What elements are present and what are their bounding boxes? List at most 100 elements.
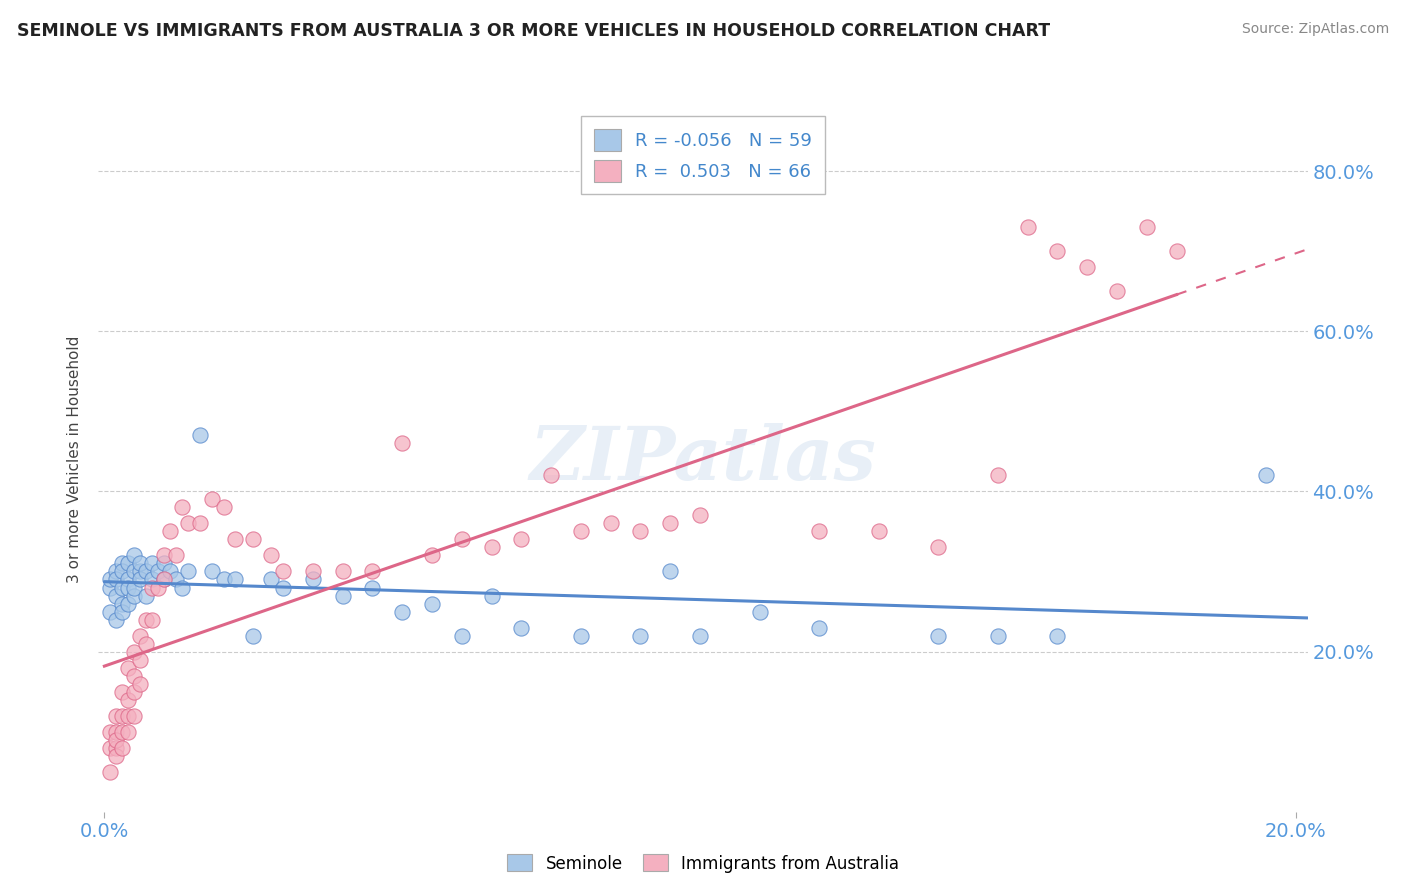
Point bbox=[332, 565, 354, 579]
Point bbox=[242, 533, 264, 547]
Text: SEMINOLE VS IMMIGRANTS FROM AUSTRALIA 3 OR MORE VEHICLES IN HOUSEHOLD CORRELATIO: SEMINOLE VS IMMIGRANTS FROM AUSTRALIA 3 … bbox=[17, 22, 1050, 40]
Point bbox=[122, 565, 145, 579]
Point bbox=[105, 573, 128, 587]
Point bbox=[135, 565, 157, 579]
Point bbox=[599, 516, 621, 531]
Text: ZIPatlas: ZIPatlas bbox=[530, 423, 876, 496]
Point bbox=[177, 516, 200, 531]
Point bbox=[361, 565, 384, 579]
Point bbox=[129, 628, 152, 642]
Point bbox=[569, 628, 592, 642]
Point bbox=[200, 492, 222, 507]
Point bbox=[98, 764, 121, 779]
Point bbox=[111, 724, 134, 739]
Point bbox=[391, 436, 413, 450]
Y-axis label: 3 or more Vehicles in Household: 3 or more Vehicles in Household bbox=[67, 335, 83, 583]
Point bbox=[165, 573, 187, 587]
Point bbox=[1136, 220, 1159, 235]
Point bbox=[105, 708, 128, 723]
Point bbox=[188, 428, 211, 442]
Point bbox=[141, 613, 163, 627]
Point bbox=[987, 628, 1010, 642]
Point bbox=[122, 708, 145, 723]
Point bbox=[391, 605, 413, 619]
Point bbox=[122, 668, 145, 682]
Text: Source: ZipAtlas.com: Source: ZipAtlas.com bbox=[1241, 22, 1389, 37]
Point bbox=[212, 500, 235, 515]
Point bbox=[117, 692, 139, 706]
Point bbox=[808, 621, 831, 635]
Point bbox=[868, 524, 890, 539]
Point bbox=[569, 524, 592, 539]
Point bbox=[129, 557, 152, 571]
Legend: Seminole, Immigrants from Australia: Seminole, Immigrants from Australia bbox=[501, 847, 905, 880]
Point bbox=[748, 605, 770, 619]
Point bbox=[224, 573, 246, 587]
Point bbox=[117, 708, 139, 723]
Point bbox=[1046, 244, 1069, 259]
Point bbox=[987, 468, 1010, 483]
Point bbox=[117, 724, 139, 739]
Point bbox=[1046, 628, 1069, 642]
Point bbox=[105, 732, 128, 747]
Point bbox=[510, 621, 533, 635]
Point bbox=[122, 589, 145, 603]
Point bbox=[105, 748, 128, 763]
Point bbox=[260, 573, 283, 587]
Point bbox=[165, 549, 187, 563]
Point bbox=[141, 573, 163, 587]
Point bbox=[224, 533, 246, 547]
Point bbox=[117, 557, 139, 571]
Point bbox=[630, 524, 652, 539]
Point bbox=[212, 573, 235, 587]
Point bbox=[689, 508, 711, 523]
Point bbox=[129, 676, 152, 690]
Point bbox=[98, 740, 121, 755]
Point bbox=[159, 565, 181, 579]
Point bbox=[111, 597, 134, 611]
Point bbox=[98, 724, 121, 739]
Point bbox=[481, 589, 503, 603]
Point bbox=[659, 565, 682, 579]
Point bbox=[129, 573, 152, 587]
Point bbox=[332, 589, 354, 603]
Point bbox=[302, 573, 325, 587]
Point bbox=[927, 541, 949, 555]
Point bbox=[146, 565, 169, 579]
Point bbox=[420, 549, 443, 563]
Legend: R = -0.056   N = 59, R =  0.503   N = 66: R = -0.056 N = 59, R = 0.503 N = 66 bbox=[581, 116, 825, 194]
Point bbox=[105, 740, 128, 755]
Point bbox=[98, 605, 121, 619]
Point bbox=[630, 628, 652, 642]
Point bbox=[117, 597, 139, 611]
Point bbox=[105, 613, 128, 627]
Point bbox=[122, 549, 145, 563]
Point bbox=[111, 565, 134, 579]
Point bbox=[122, 684, 145, 698]
Point bbox=[689, 628, 711, 642]
Point bbox=[153, 549, 176, 563]
Point bbox=[271, 581, 294, 595]
Point bbox=[111, 740, 134, 755]
Point bbox=[98, 581, 121, 595]
Point bbox=[117, 581, 139, 595]
Point bbox=[450, 628, 472, 642]
Point bbox=[135, 636, 157, 650]
Point bbox=[111, 708, 134, 723]
Point bbox=[1254, 468, 1277, 483]
Point bbox=[105, 589, 128, 603]
Point bbox=[420, 597, 443, 611]
Point bbox=[153, 573, 176, 587]
Point bbox=[1105, 284, 1128, 298]
Point bbox=[141, 581, 163, 595]
Point bbox=[153, 557, 176, 571]
Point bbox=[111, 684, 134, 698]
Point bbox=[117, 573, 139, 587]
Point bbox=[177, 565, 200, 579]
Point bbox=[129, 565, 152, 579]
Point bbox=[98, 573, 121, 587]
Point bbox=[271, 565, 294, 579]
Point bbox=[122, 644, 145, 658]
Point bbox=[111, 557, 134, 571]
Point bbox=[135, 589, 157, 603]
